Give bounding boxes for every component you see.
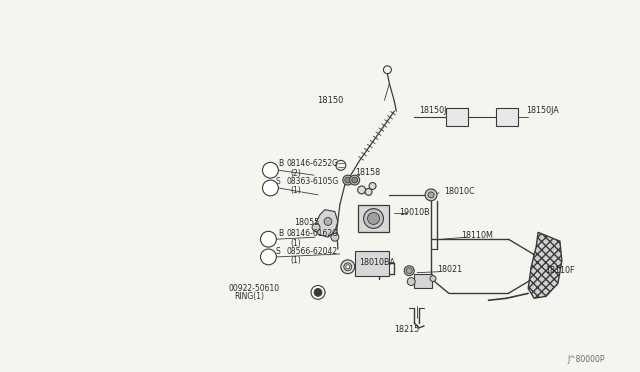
Circle shape [404,266,414,276]
Circle shape [331,233,339,241]
Circle shape [349,175,360,185]
Polygon shape [528,232,562,298]
Circle shape [314,288,322,296]
Circle shape [343,175,353,185]
Bar [358,205,389,232]
Bar [446,108,468,126]
Circle shape [430,276,436,282]
Circle shape [369,183,376,189]
Text: 18150JA: 18150JA [526,106,559,115]
Text: B: B [268,167,273,173]
Text: 19010B: 19010B [399,208,430,217]
Text: 08363-6105G: 08363-6105G [286,177,339,186]
Text: (1): (1) [291,238,301,248]
Circle shape [364,209,383,228]
Text: S: S [268,185,273,191]
Circle shape [358,186,365,194]
Circle shape [260,231,276,247]
Text: 18215: 18215 [395,326,420,334]
Circle shape [367,212,380,224]
Circle shape [262,180,278,196]
Text: 08566-62042: 08566-62042 [286,247,337,256]
Circle shape [324,218,332,225]
Text: 18110F: 18110F [545,266,575,275]
Circle shape [345,177,351,183]
Text: 18158: 18158 [355,168,380,177]
Circle shape [344,263,352,271]
Text: 18150J: 18150J [419,106,447,115]
Text: 18021: 18021 [437,265,462,274]
Circle shape [365,189,372,195]
Text: S: S [276,177,281,186]
Text: 00922-50610: 00922-50610 [228,284,280,293]
Circle shape [407,278,415,285]
Circle shape [312,224,320,231]
Text: 08146-6162G: 08146-6162G [286,229,339,238]
Bar [497,108,518,126]
Circle shape [406,268,412,274]
Text: B: B [278,229,283,238]
Circle shape [425,189,437,201]
Text: 18110M: 18110M [461,231,493,240]
Circle shape [352,177,358,183]
Text: (1): (1) [291,186,301,195]
Bar [414,274,432,288]
Text: 08146-6252G: 08146-6252G [286,159,339,168]
Text: (2): (2) [291,169,301,178]
Circle shape [428,192,434,198]
Circle shape [260,249,276,265]
Circle shape [311,285,325,299]
Circle shape [341,260,355,274]
Text: B: B [278,159,283,168]
Circle shape [262,162,278,178]
Polygon shape [315,210,338,237]
Circle shape [346,265,349,269]
Text: 18150: 18150 [317,96,344,105]
Text: 18055: 18055 [294,218,319,227]
Text: 18010BA: 18010BA [360,258,396,267]
Text: RING(1): RING(1) [235,292,265,301]
Text: J^80000P: J^80000P [568,355,605,364]
Text: 18010C: 18010C [444,187,474,196]
Text: S: S [276,247,281,256]
Text: S: S [266,254,271,260]
Bar [355,251,389,276]
Text: (1): (1) [291,256,301,265]
Text: B: B [266,236,271,242]
